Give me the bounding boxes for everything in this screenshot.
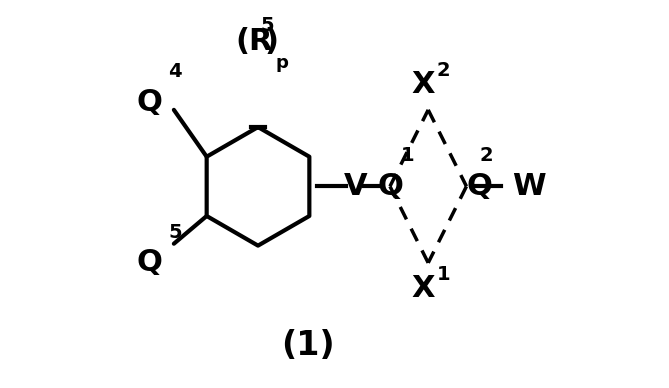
Text: 2: 2 [437,61,450,80]
Text: (1): (1) [281,329,334,362]
Text: Q: Q [136,88,163,117]
Text: 1: 1 [401,146,414,165]
Text: Q: Q [377,172,403,201]
Text: Q: Q [136,248,163,277]
Text: Q: Q [466,172,492,201]
Text: ): ) [265,27,279,56]
Text: 5: 5 [260,16,274,35]
Text: 4: 4 [168,62,182,81]
Text: V: V [344,172,367,201]
Text: X: X [412,274,436,303]
Text: 5: 5 [168,223,182,242]
Text: (R: (R [235,27,272,56]
Text: 2: 2 [480,146,493,165]
Text: 1: 1 [437,265,450,284]
Text: W: W [512,172,546,201]
Text: p: p [275,54,288,72]
Text: X: X [412,70,436,99]
